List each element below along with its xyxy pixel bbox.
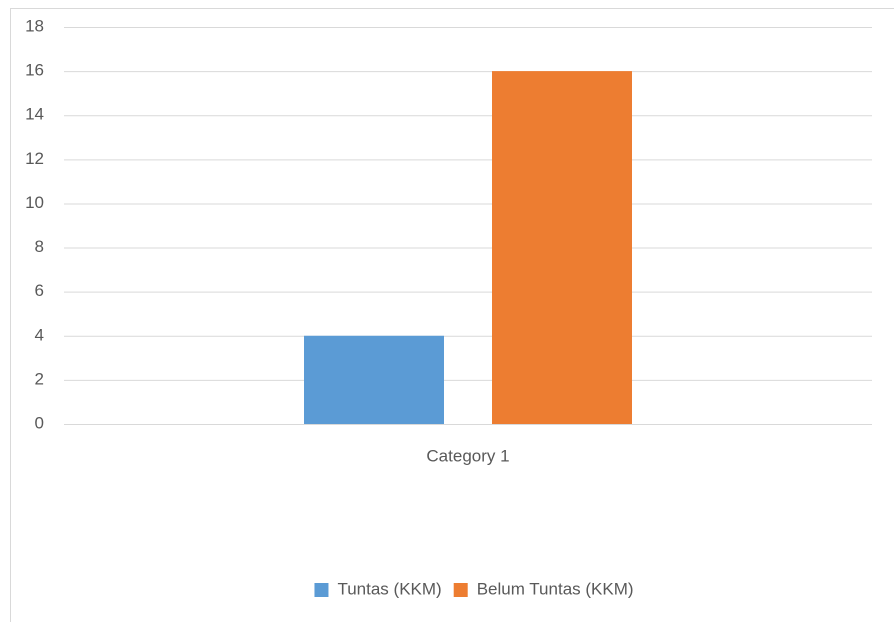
y-tick-label: 4: [35, 325, 44, 344]
y-tick-label: 2: [35, 369, 44, 388]
y-tick-label: 8: [35, 237, 44, 256]
bar: [304, 335, 444, 424]
y-tick-label: 0: [35, 413, 44, 432]
chart-frame: [10, 8, 894, 622]
bar: [492, 71, 632, 424]
y-tick-label: 10: [25, 193, 44, 212]
legend-label: Belum Tuntas (KKM): [477, 579, 634, 598]
x-tick-label: Category 1: [426, 446, 509, 465]
legend-label: Tuntas (KKM): [337, 579, 441, 598]
y-tick-label: 16: [25, 61, 44, 80]
y-tick-label: 18: [25, 16, 44, 35]
y-tick-label: 6: [35, 281, 44, 300]
legend-swatch: [453, 583, 468, 597]
y-tick-label: 14: [25, 105, 44, 124]
legend-swatch: [314, 583, 329, 597]
y-tick-label: 12: [25, 149, 44, 168]
